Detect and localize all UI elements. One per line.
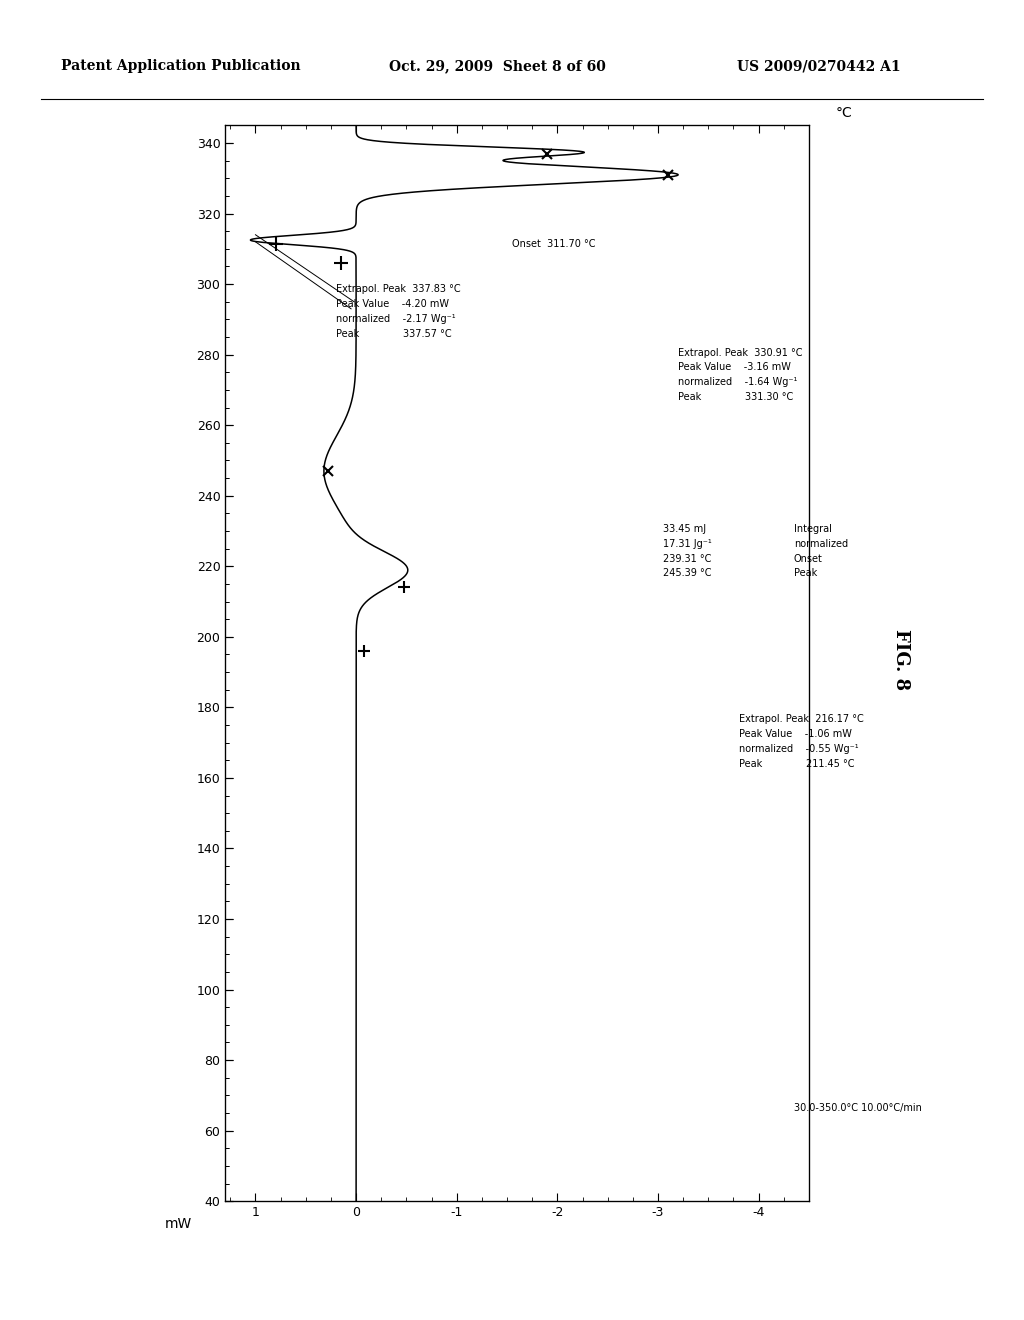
Text: Extrapol. Peak  337.83 °C
Peak Value    -4.20 mW
normalized    -2.17 Wg⁻¹
Peak  : Extrapol. Peak 337.83 °C Peak Value -4.2… <box>336 284 461 338</box>
Text: 33.45 mJ
17.31 Jg⁻¹
239.31 °C
245.39 °C: 33.45 mJ 17.31 Jg⁻¹ 239.31 °C 245.39 °C <box>664 524 712 578</box>
Text: Oct. 29, 2009  Sheet 8 of 60: Oct. 29, 2009 Sheet 8 of 60 <box>389 59 606 73</box>
Text: Onset  311.70 °C: Onset 311.70 °C <box>512 239 596 249</box>
Text: Patent Application Publication: Patent Application Publication <box>61 59 301 73</box>
Text: Extrapol. Peak  216.17 °C
Peak Value    -1.06 mW
normalized    -0.55 Wg⁻¹
Peak  : Extrapol. Peak 216.17 °C Peak Value -1.0… <box>738 714 863 768</box>
Text: 30.0-350.0°C 10.00°C/min: 30.0-350.0°C 10.00°C/min <box>794 1104 922 1113</box>
Text: FIG. 8: FIG. 8 <box>892 630 910 690</box>
Text: Extrapol. Peak  330.91 °C
Peak Value    -3.16 mW
normalized    -1.64 Wg⁻¹
Peak  : Extrapol. Peak 330.91 °C Peak Value -3.1… <box>678 347 803 403</box>
Text: Integral
normalized
Onset
Peak: Integral normalized Onset Peak <box>794 524 848 578</box>
Text: US 2009/0270442 A1: US 2009/0270442 A1 <box>737 59 901 73</box>
Text: °C: °C <box>836 106 852 120</box>
Text: mW: mW <box>165 1217 193 1232</box>
